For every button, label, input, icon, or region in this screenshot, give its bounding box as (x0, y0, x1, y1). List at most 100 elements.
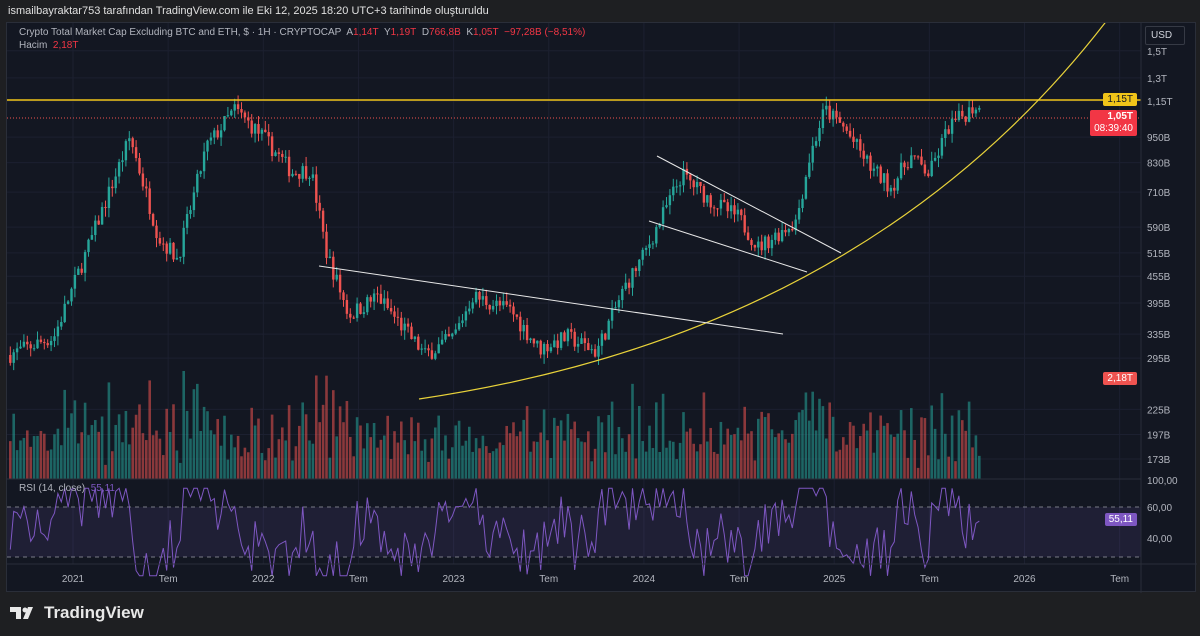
low-label: D (421, 27, 430, 38)
candle-body (189, 210, 192, 215)
candle-body (260, 129, 264, 134)
volume-bar (634, 458, 638, 479)
time-tick: Tem (920, 574, 939, 585)
volume-bar (474, 438, 478, 479)
volume-bar (675, 459, 678, 479)
volume-bar (930, 405, 933, 479)
volume-bar (746, 433, 750, 479)
volume-bar (814, 430, 818, 479)
volume-legend[interactable]: Hacim 2,18T (19, 40, 78, 51)
trendline-1[interactable] (318, 265, 784, 335)
volume-bar (505, 425, 508, 479)
candle-body (440, 339, 444, 345)
chart-attribution: ismailbayraktar753 tarafından TradingVie… (8, 5, 489, 17)
support-curve[interactable] (418, 23, 1108, 400)
candle-body (678, 185, 682, 187)
candle-body (716, 208, 719, 210)
volume-bar (831, 416, 835, 479)
volume-bar (233, 447, 236, 479)
channel-upper-line[interactable] (656, 155, 842, 254)
volume-bar (297, 425, 301, 479)
volume-bar (563, 440, 566, 479)
candle-body (899, 162, 903, 179)
candle-body (46, 343, 49, 346)
volume-bar (22, 437, 26, 479)
candle-body (308, 177, 311, 179)
channel-lower-line[interactable] (648, 220, 808, 273)
candle-body (90, 235, 94, 240)
volume-bar (461, 445, 464, 479)
candle-body (107, 186, 111, 209)
time-tick: 2023 (442, 574, 465, 585)
volume-bar (15, 450, 19, 479)
candle-body (933, 157, 937, 161)
volume-bar (678, 442, 682, 479)
volume-bar (131, 427, 134, 479)
candle-body (865, 155, 869, 159)
candle-body (406, 323, 410, 327)
volume-bar (733, 434, 736, 479)
volume-bar (423, 439, 427, 479)
candle-body (906, 167, 910, 169)
volume-bar (964, 430, 967, 479)
candle-body (845, 126, 848, 131)
candle-body (400, 317, 403, 331)
candle-body (624, 282, 627, 289)
price-tick: 1,3T (1147, 74, 1167, 85)
volume-bar (539, 432, 542, 479)
volume-bar (821, 406, 825, 479)
price-tick: 173B (1147, 455, 1171, 466)
candle-body (583, 338, 587, 344)
candle-body (505, 301, 508, 305)
volume-bar (977, 455, 981, 479)
last-price-tag: 1,05T 08:39:40 (1090, 110, 1137, 136)
candle-body (104, 206, 107, 209)
volume-bar (760, 411, 763, 479)
volume-bar (365, 423, 369, 479)
volume-bar (569, 429, 573, 479)
candle-body (430, 350, 434, 359)
volume-bar (138, 404, 141, 479)
rsi-label: RSI (14, close) (19, 483, 86, 494)
candle-body (338, 274, 342, 293)
volume-bar (42, 433, 46, 479)
chart-canvas[interactable]: 1,5T 1,3T 1,15T 950B 830B 710B 590B 515B 455B 395… (7, 23, 1197, 593)
volume-bar (192, 389, 196, 479)
currency-button[interactable]: USD (1145, 26, 1185, 45)
candle-body (318, 202, 321, 211)
tradingview-logo-icon (10, 607, 33, 619)
volume-bar (420, 450, 423, 479)
high-value: 1,19T (390, 27, 417, 38)
candle-body (859, 139, 862, 151)
candle-body (804, 176, 808, 199)
volume-bar (471, 451, 474, 479)
candle-body (593, 349, 597, 357)
candle-body (879, 166, 882, 183)
volume-bar (716, 453, 719, 479)
candle-body (77, 268, 80, 275)
candle-body (131, 138, 134, 148)
volume-value: 2,18T (52, 40, 79, 51)
volume-bar (699, 444, 702, 479)
candle-body (233, 104, 236, 111)
candle-body (835, 110, 838, 118)
volume-bar (855, 448, 859, 479)
volume-bar (223, 415, 226, 479)
volume-bar (464, 440, 468, 479)
volume-bar (869, 412, 872, 479)
volume-bar (352, 456, 355, 479)
chart-frame[interactable]: 1,5T 1,3T 1,15T 950B 830B 710B 590B 515B 455B 395… (6, 22, 1197, 593)
volume-bar (338, 406, 342, 479)
candle-body (362, 312, 366, 314)
volume-bar (722, 444, 726, 479)
candle-body (451, 333, 454, 337)
volume-bar (53, 434, 56, 479)
candle-body (80, 268, 83, 273)
rsi-legend[interactable]: RSI (14, close) 55,11 (19, 483, 115, 494)
time-tick: Tem (159, 574, 178, 585)
time-tick: Tem (1110, 574, 1129, 585)
candle-body (774, 232, 777, 240)
candle-body (719, 199, 723, 209)
tradingview-logo[interactable]: TradingView (10, 603, 144, 623)
symbol-legend[interactable]: Crypto Total Market Cap Excluding BTC an… (19, 27, 585, 38)
